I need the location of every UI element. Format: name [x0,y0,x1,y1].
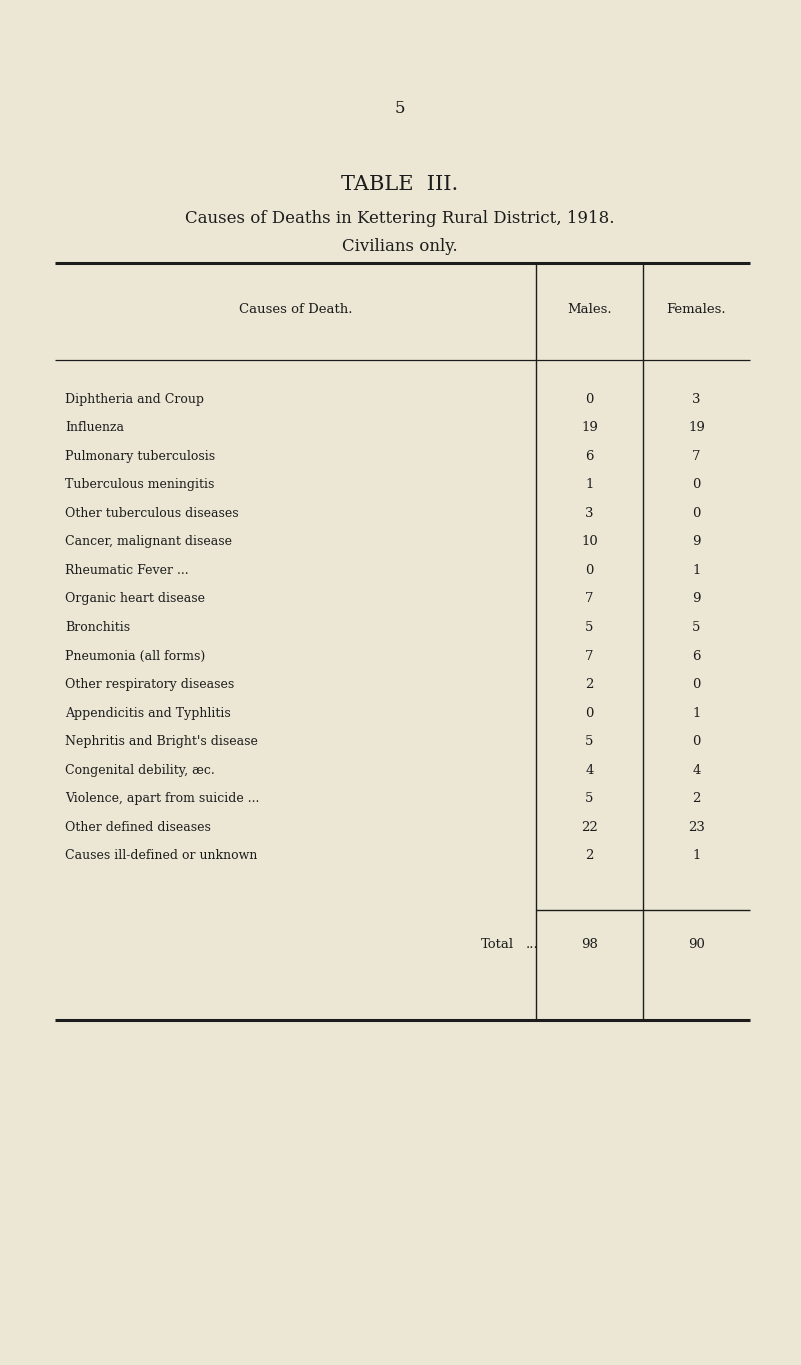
Text: 4: 4 [586,763,594,777]
Text: 19: 19 [581,422,598,434]
Text: TABLE  III.: TABLE III. [341,175,459,194]
Text: Pneumonia (all forms): Pneumonia (all forms) [65,650,205,662]
Text: Civilians only.: Civilians only. [342,238,458,255]
Text: Organic heart disease: Organic heart disease [65,592,205,606]
Text: 7: 7 [586,592,594,606]
Text: 0: 0 [586,707,594,719]
Text: 5: 5 [692,621,701,633]
Text: 22: 22 [581,820,598,834]
Text: Appendicitis and Typhlitis: Appendicitis and Typhlitis [65,707,231,719]
Text: 5: 5 [586,621,594,633]
Text: 10: 10 [581,535,598,549]
Text: Rheumatic Fever ...: Rheumatic Fever ... [65,564,188,577]
Text: 1: 1 [692,707,701,719]
Text: Pulmonary tuberculosis: Pulmonary tuberculosis [65,450,215,463]
Text: 0: 0 [692,736,701,748]
Text: Causes of Deaths in Kettering Rural District, 1918.: Causes of Deaths in Kettering Rural Dist… [185,210,614,227]
Text: 1: 1 [692,564,701,577]
Text: 0: 0 [692,478,701,491]
Text: Causes ill-defined or unknown: Causes ill-defined or unknown [65,849,257,863]
Text: 19: 19 [688,422,705,434]
Text: 2: 2 [586,678,594,691]
Text: 1: 1 [692,849,701,863]
Text: Other respiratory diseases: Other respiratory diseases [65,678,234,691]
Text: Other tuberculous diseases: Other tuberculous diseases [65,506,239,520]
Text: Other defined diseases: Other defined diseases [65,820,211,834]
Text: 6: 6 [692,650,701,662]
Text: Influenza: Influenza [65,422,124,434]
Text: 7: 7 [692,450,701,463]
Text: 4: 4 [692,763,701,777]
Text: 9: 9 [692,535,701,549]
Text: Violence, apart from suicide ...: Violence, apart from suicide ... [65,792,260,805]
Text: Total: Total [481,939,514,951]
Text: 0: 0 [692,678,701,691]
Text: Males.: Males. [567,303,612,317]
Text: 2: 2 [692,792,701,805]
Text: 0: 0 [586,393,594,405]
Text: 3: 3 [586,506,594,520]
Text: 5: 5 [586,736,594,748]
Text: 5: 5 [586,792,594,805]
Text: ...: ... [526,939,539,951]
Text: Cancer, malignant disease: Cancer, malignant disease [65,535,232,549]
Text: 23: 23 [688,820,705,834]
Text: 6: 6 [586,450,594,463]
Text: 7: 7 [586,650,594,662]
Text: Bronchitis: Bronchitis [65,621,130,633]
Text: 98: 98 [581,939,598,951]
Text: Females.: Females. [666,303,727,317]
Text: Tuberculous meningitis: Tuberculous meningitis [65,478,215,491]
Text: Diphtheria and Croup: Diphtheria and Croup [65,393,204,405]
Text: Congenital debility, æc.: Congenital debility, æc. [65,763,215,777]
Text: 5: 5 [395,100,405,117]
Text: 3: 3 [692,393,701,405]
Text: 9: 9 [692,592,701,606]
Text: Causes of Death.: Causes of Death. [239,303,352,317]
Text: 2: 2 [586,849,594,863]
Text: 0: 0 [586,564,594,577]
Text: Nephritis and Bright's disease: Nephritis and Bright's disease [65,736,258,748]
Text: 0: 0 [692,506,701,520]
Text: 1: 1 [586,478,594,491]
Text: 90: 90 [688,939,705,951]
